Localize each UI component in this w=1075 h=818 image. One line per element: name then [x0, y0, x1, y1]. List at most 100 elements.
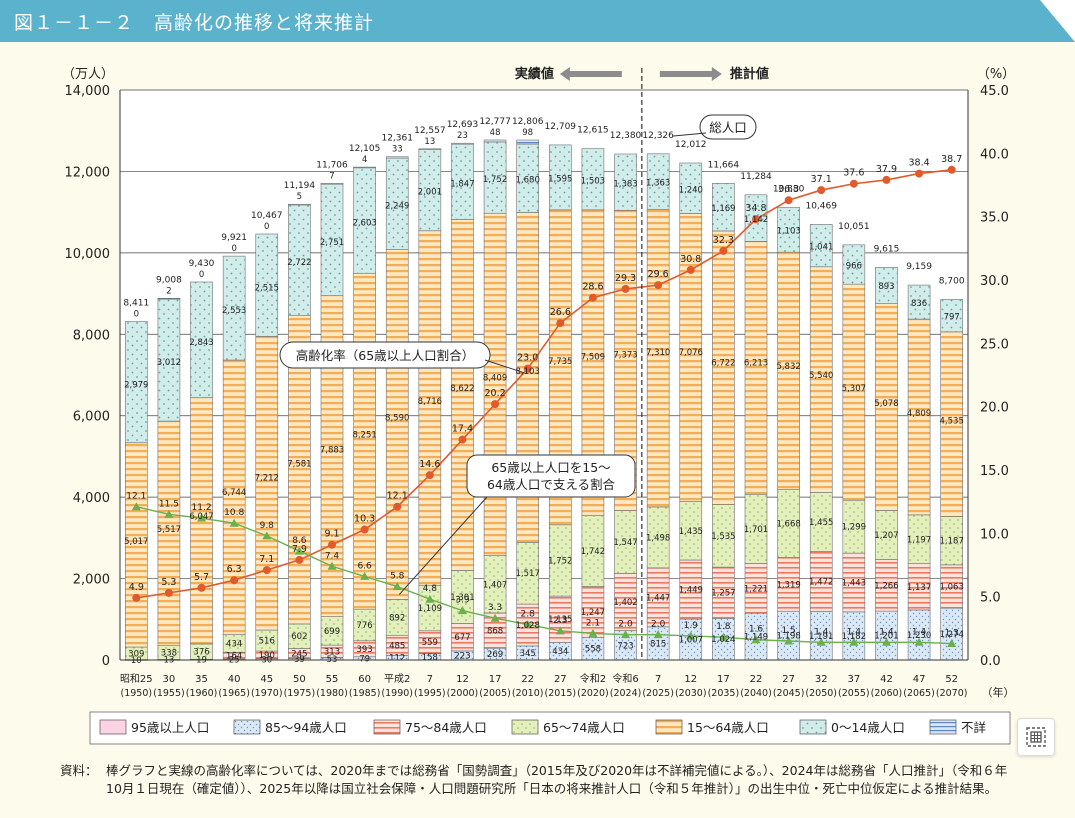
aging-rate-label: 12.1	[387, 491, 408, 502]
segment-label: 8,103	[516, 367, 540, 377]
segment-label: 7,581	[287, 459, 311, 469]
total-label: 11,284	[740, 172, 772, 182]
total-label: 10,880	[773, 184, 805, 194]
y-tick-label: 6,000	[73, 410, 110, 425]
aging-rate-label: 14.6	[419, 459, 440, 470]
support-ratio-point	[131, 502, 141, 511]
support-ratio-point	[523, 620, 533, 629]
aging-rate-label: 29.3	[615, 273, 636, 284]
support-ratio-point	[262, 531, 272, 540]
segment-label: 7	[329, 171, 334, 181]
x-tick-year-label: (1995)	[414, 688, 446, 699]
total-label: 12,693	[447, 120, 479, 130]
segment-label: 836	[911, 299, 927, 309]
support-ratio-point	[360, 571, 370, 580]
segment-label: 1,517	[516, 569, 540, 579]
support-ratio-point	[164, 509, 174, 518]
bar-segment	[875, 267, 898, 304]
segment-label: 723	[617, 641, 633, 651]
segment-label: 8,622	[450, 384, 474, 394]
aging-rate-point	[947, 165, 956, 174]
legend-label: 15〜64歳人口	[687, 720, 769, 735]
x-tick-year-label: (2000)	[447, 688, 479, 699]
aging-rate-point	[230, 576, 239, 585]
segment-label: 338	[161, 649, 177, 659]
aging-rate-label: 37.1	[811, 174, 832, 185]
support-ratio-label: 3.3	[488, 603, 502, 613]
segment-label: 4	[362, 155, 367, 165]
segment-label: 79	[359, 654, 370, 664]
segment-label: 485	[389, 642, 405, 652]
segment-label: 1,142	[744, 215, 768, 225]
x-tick-label: 27	[554, 674, 567, 685]
aging-rate-label: 10.3	[354, 514, 375, 525]
support-ratio-label: 1.5	[781, 626, 795, 636]
x-tick-label: 37	[847, 674, 860, 685]
segment-label: 269	[487, 650, 503, 660]
y2-tick-label: 10.0	[980, 527, 1009, 542]
support-ratio-line	[136, 506, 952, 645]
y-tick-label: 12,000	[65, 165, 111, 180]
total-label: 10,467	[251, 211, 283, 221]
x-tick-label: 32	[815, 674, 828, 685]
support-ratio-callout-line2: 64歳人口で支える割合	[487, 477, 616, 492]
x-tick-year-label: (2010)	[512, 688, 544, 699]
segment-label: 98	[522, 128, 533, 138]
source-text: 棒グラフと実線の高齢化率については、2020年までは総務省「国勢調査」（2015…	[106, 763, 1008, 796]
aging-rate-label: 28.6	[582, 282, 603, 293]
segment-label: 48	[490, 128, 501, 138]
support-ratio-callout-box	[466, 454, 636, 498]
legend-label: 85〜94歳人口	[265, 720, 347, 735]
segment-label: 1,103	[776, 227, 800, 237]
x-tick-label: 7	[427, 674, 433, 685]
table-view-button[interactable]	[1017, 718, 1055, 756]
segment-label: 1,301	[450, 593, 474, 603]
segment-label: 112	[389, 654, 405, 664]
y-axis-label: （万人）	[62, 67, 114, 82]
bar-segment	[842, 244, 866, 285]
x-tick-label: 60	[358, 674, 371, 685]
x-tick-year-label: (1970)	[251, 688, 283, 699]
segment-label: 893	[878, 282, 894, 292]
segment-label: 7,212	[255, 473, 279, 483]
segment-label: 164	[226, 652, 242, 662]
aging-rate-point	[523, 364, 532, 373]
total-label: 11,664	[708, 160, 740, 170]
total-label: 12,709	[545, 122, 577, 132]
bar-segment	[483, 212, 507, 556]
segment-label: 1,752	[548, 556, 572, 566]
bar-segment	[157, 298, 181, 300]
x-tick-label: 42	[880, 674, 893, 685]
x-tick-year-label: (1955)	[153, 688, 185, 699]
legend-swatch	[511, 719, 539, 735]
support-ratio-label: 5.8	[390, 572, 405, 582]
segment-label: 1,197	[907, 535, 931, 545]
bar-segment	[809, 224, 833, 268]
aging-rate-point	[458, 435, 467, 444]
legend-swatch	[929, 719, 957, 735]
support-ratio-label: 1.9	[684, 621, 699, 631]
segment-label: 2,979	[124, 381, 148, 391]
segment-label: 1,257	[711, 589, 735, 599]
support-ratio-label: 9.8	[260, 521, 275, 531]
figure-header: 図１－１－２ 高齢化の推移と将来推計	[0, 0, 1075, 42]
y2-tick-label: 45.0	[980, 84, 1009, 99]
legend-swatch	[233, 719, 261, 735]
segment-label: 1,221	[744, 584, 768, 594]
x-tick-label: 22	[750, 674, 763, 685]
segment-label: 7,373	[613, 350, 637, 360]
total-population-callout-pointer	[672, 132, 707, 137]
segment-label: 1,443	[842, 579, 866, 589]
segment-label: 677	[454, 633, 470, 643]
x-tick-label: 令和6	[612, 672, 638, 685]
aging-rate-label: 20.2	[484, 388, 505, 399]
segment-label: 2,553	[222, 306, 246, 316]
segment-label: 7,509	[581, 353, 605, 363]
aging-rate-callout-pointer	[484, 359, 524, 374]
aging-rate-label: 7.9	[292, 544, 307, 555]
segment-label: 1,028	[516, 621, 540, 631]
segment-label: 1,503	[581, 176, 605, 186]
x-axis-label: （年）	[982, 685, 1015, 699]
segment-label: 245	[291, 649, 307, 659]
support-ratio-point	[490, 613, 500, 622]
